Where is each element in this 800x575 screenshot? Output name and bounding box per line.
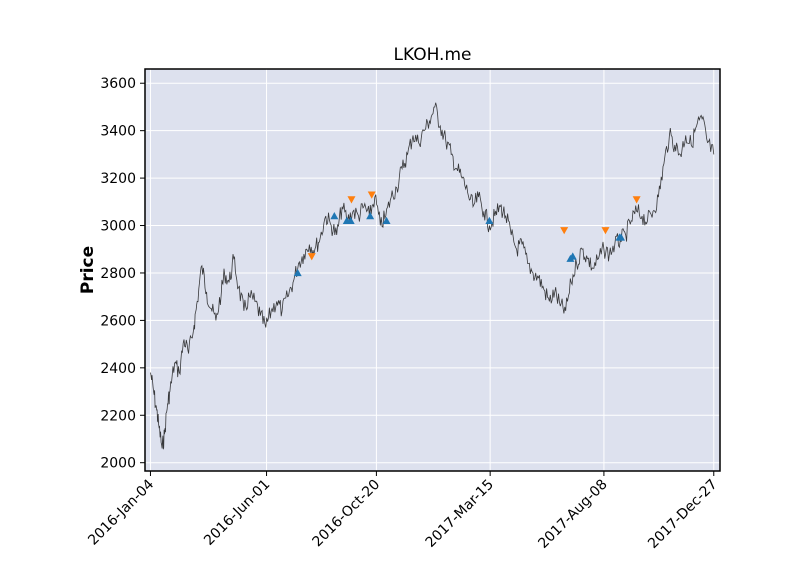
- buy-signal-marker: [485, 216, 494, 224]
- y-tick-label: 2800: [100, 266, 136, 282]
- y-axis-ticks: 2000 2200 2400 2600 2800 3000 3200 3400 3600: [100, 76, 145, 472]
- price-line: [150, 102, 715, 450]
- buy-signal-marker: [346, 216, 355, 224]
- x-tick-label: 2016-Jun-01: [201, 477, 273, 549]
- y-tick-label: 3400: [100, 124, 136, 140]
- y-tick-label: 3600: [100, 76, 136, 92]
- sell-signal-marker: [632, 196, 641, 204]
- y-tick-label: 3200: [100, 171, 136, 187]
- y-axis-label: Price: [78, 246, 98, 294]
- y-tick-label: 2600: [100, 313, 136, 329]
- sell-signal-marker: [347, 196, 356, 204]
- sell-signal-marker: [601, 227, 610, 235]
- plot-area: [145, 69, 720, 471]
- sell-signal-marker: [560, 227, 569, 235]
- buy-signal-marker: [366, 212, 375, 220]
- x-tick-label: 2017-Mar-15: [423, 477, 497, 551]
- y-tick-label: 3000: [100, 219, 136, 235]
- x-tick-label: 2017-Aug-08: [535, 477, 610, 552]
- buy-signal-marker: [382, 216, 391, 224]
- sell-signal-marker: [367, 191, 376, 199]
- x-tick-label: 2017-Dec-27: [645, 477, 720, 552]
- y-tick-label: 2200: [100, 408, 136, 424]
- signal-markers: [293, 191, 641, 277]
- sell-signal-marker: [307, 253, 316, 261]
- buy-signal-marker: [330, 212, 339, 220]
- y-tick-label: 2400: [100, 361, 136, 377]
- plot-frame: [144, 68, 721, 472]
- x-tick-label: 2016-Jan-04: [85, 476, 157, 548]
- buy-signal-marker: [617, 233, 626, 241]
- chart-title: LKOH.me: [394, 45, 472, 65]
- x-tick-label: 2016-Oct-20: [310, 477, 384, 551]
- buy-signal-marker: [293, 268, 302, 277]
- grid-lines: [145, 69, 720, 471]
- series-layer: [150, 102, 715, 450]
- y-tick-label: 2000: [100, 456, 136, 472]
- buy-signal-marker: [568, 252, 577, 260]
- x-axis-ticks: 2016-Jan-04 2016-Jun-01 2016-Oct-20 2017-Ma…: [85, 471, 721, 552]
